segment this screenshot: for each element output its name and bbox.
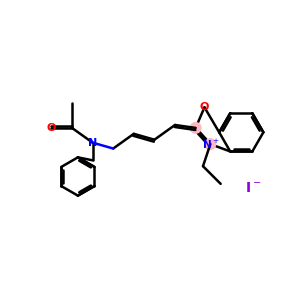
Text: N$^+$: N$^+$ bbox=[202, 138, 219, 151]
Text: O: O bbox=[200, 102, 209, 112]
Text: O: O bbox=[47, 123, 56, 133]
Text: I$^-$: I$^-$ bbox=[245, 181, 261, 195]
Circle shape bbox=[205, 139, 216, 149]
Text: N: N bbox=[88, 138, 97, 148]
Circle shape bbox=[190, 123, 201, 133]
